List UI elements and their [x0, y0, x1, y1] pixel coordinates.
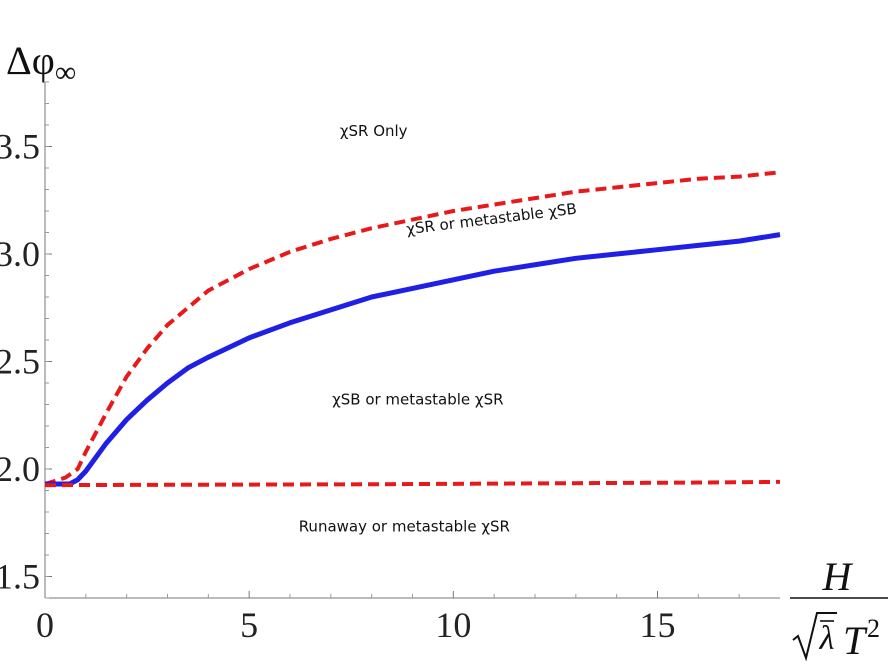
- x-axis-title-t: T: [843, 618, 868, 663]
- x-tick-label: 0: [36, 605, 54, 645]
- ticks: 0 5 10 15 1.5 2.0 2.5 3.0 3.5: [0, 81, 740, 645]
- region-label-1: χSR Only: [340, 122, 408, 140]
- x-tick-label: 10: [435, 605, 471, 645]
- svg-text:Δφ∞: Δφ∞: [6, 38, 76, 89]
- region-label-3: χSB or metastable χSR: [332, 391, 503, 409]
- annotations-group: χSR Only χSR or metastable χSB χSB or meta…: [299, 122, 578, 536]
- x-axis-title-radical-sign: [792, 612, 837, 662]
- y-axis-title: Δφ∞: [6, 38, 76, 89]
- series-line-2: [45, 232, 781, 487]
- y-tick-label: 3.0: [0, 234, 40, 274]
- x-axis-title-numerator: H: [822, 554, 854, 599]
- region-label-2: χSR or metastable χSB: [405, 200, 577, 239]
- y-tick-label: 3.5: [0, 127, 40, 167]
- x-axis-title: H λ T 2: [790, 554, 888, 663]
- y-tick-label: 1.5: [0, 557, 40, 597]
- y-axis-title-sub: ∞: [55, 56, 76, 89]
- y-tick-label: 2.5: [0, 342, 40, 382]
- series-group: [44, 170, 781, 488]
- series-line-3: [44, 479, 781, 488]
- x-tick-label: 15: [640, 605, 676, 645]
- y-tick-label: 2.0: [0, 449, 40, 489]
- x-axis-title-exp: 2: [867, 614, 880, 643]
- region-label-4: Runaway or metastable χSR: [299, 517, 510, 535]
- series-line-1: [44, 170, 781, 486]
- x-axis-title-radical: λ: [819, 620, 835, 657]
- y-axis-title-main: Δφ: [6, 38, 55, 83]
- x-tick-label: 5: [240, 605, 258, 645]
